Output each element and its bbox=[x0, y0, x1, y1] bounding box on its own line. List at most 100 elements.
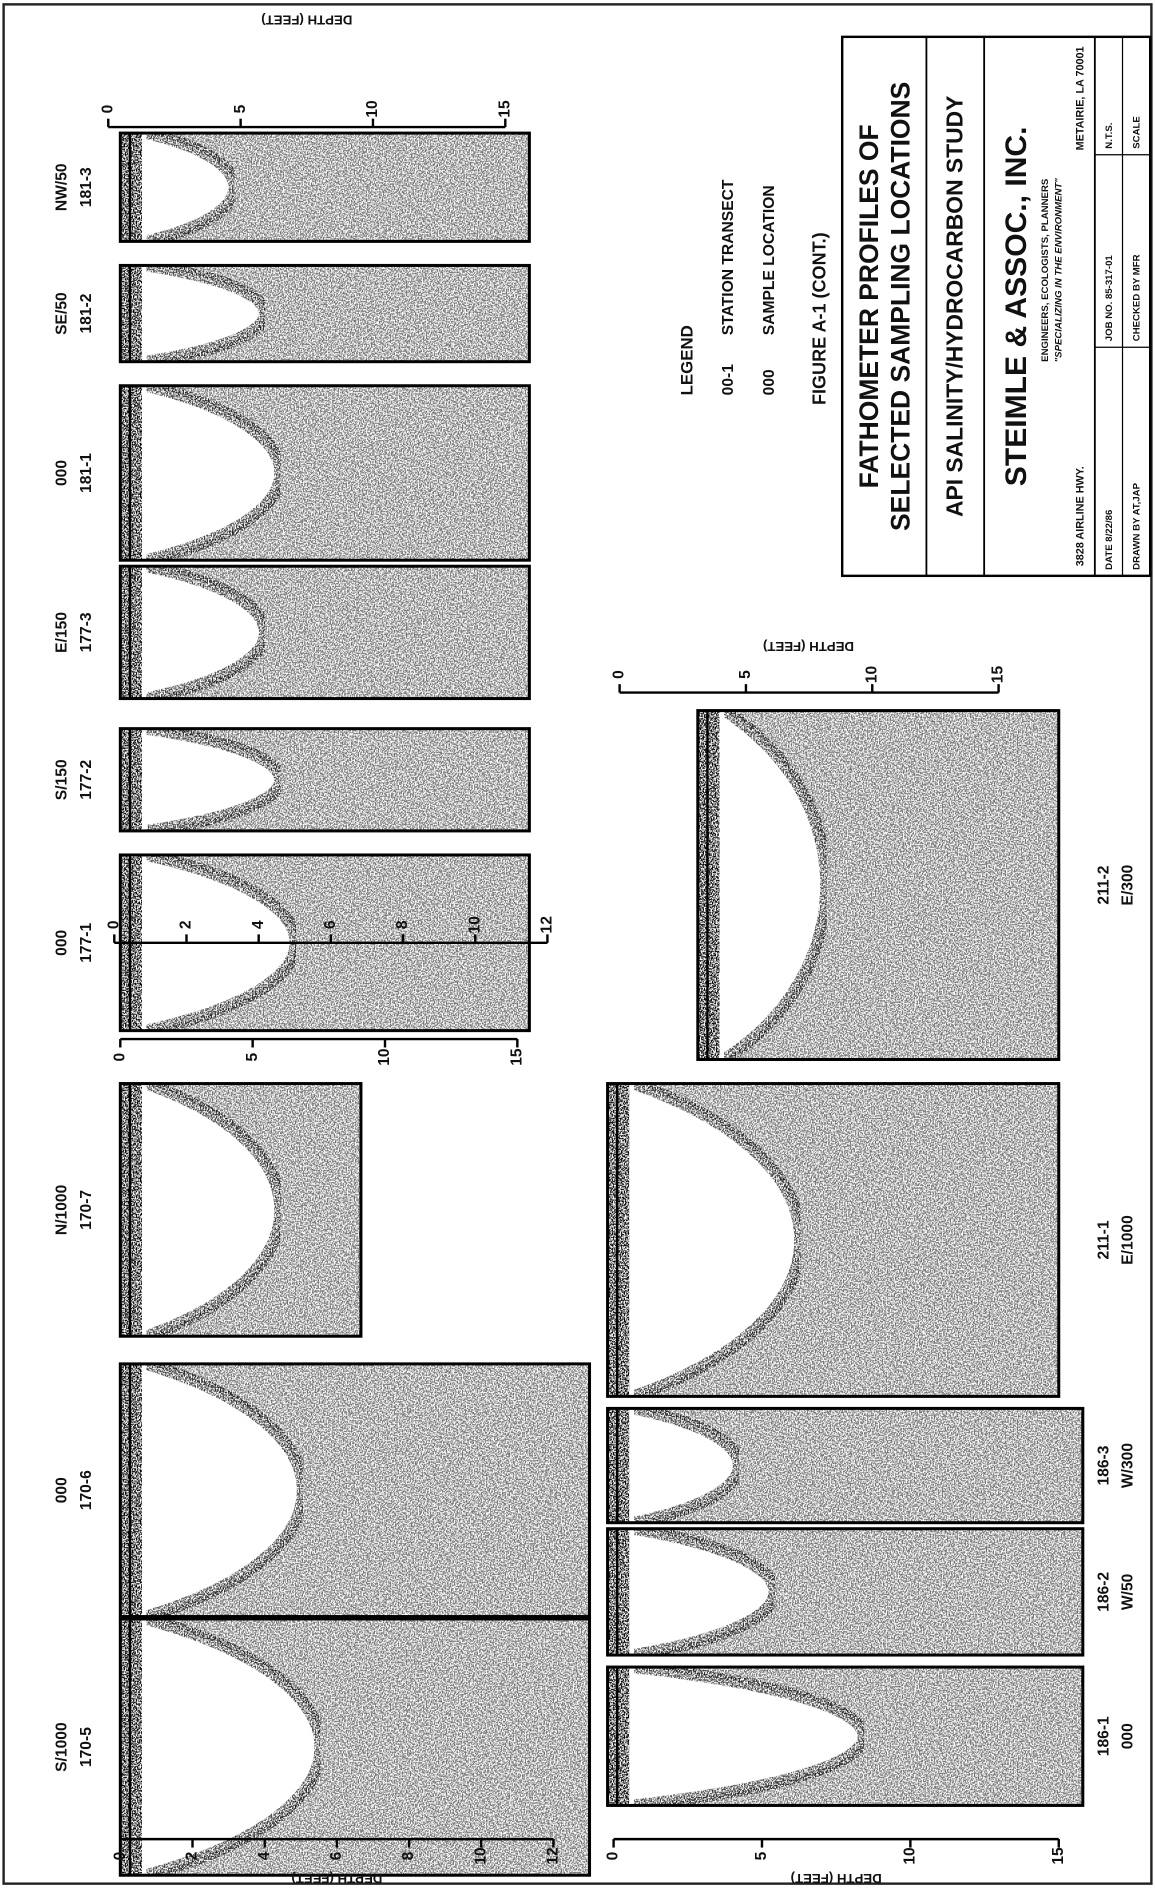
scale-title: DEPTH (FEET) bbox=[291, 1871, 382, 1886]
legend-text: STATION TRANSECT bbox=[720, 179, 737, 335]
scale-number: 12 bbox=[545, 1847, 562, 1865]
panel-frame bbox=[606, 1665, 1085, 1807]
seabed-return bbox=[146, 1083, 361, 1337]
scale-number: 0 bbox=[111, 1052, 128, 1061]
echogram bbox=[118, 1077, 363, 1342]
scale-number: 0 bbox=[611, 670, 628, 679]
panel-frame bbox=[696, 709, 1061, 1062]
echogram bbox=[118, 259, 531, 368]
sheet-title: SELECTED SAMPLING LOCATIONS bbox=[885, 82, 915, 531]
scale-number: 5 bbox=[244, 1052, 261, 1061]
scale-number: 6 bbox=[322, 920, 339, 929]
scale-title: DEPTH (FEET) bbox=[261, 12, 352, 27]
address: 3828 AIRLINE HWY. bbox=[1074, 466, 1086, 566]
seabed-contour bbox=[145, 560, 271, 705]
seabed-contour bbox=[721, 705, 833, 1065]
profile-label: NW/50 bbox=[54, 163, 71, 211]
panel-frame bbox=[606, 1406, 1085, 1525]
profile-label: 186-2 bbox=[1096, 1572, 1113, 1612]
echogram bbox=[118, 1613, 592, 1882]
profile-label: 211-1 bbox=[1096, 1220, 1113, 1259]
scale-title: DEPTH (FEET) bbox=[763, 639, 854, 654]
seabed-return bbox=[146, 728, 530, 831]
panel-frame bbox=[118, 564, 531, 701]
echogram bbox=[606, 1522, 1085, 1661]
scale-number: 6 bbox=[328, 1851, 345, 1860]
seabed-return bbox=[724, 710, 1059, 1060]
panel-frame bbox=[606, 1082, 1061, 1398]
scale-number: 2 bbox=[178, 920, 195, 929]
scale-number: 4 bbox=[250, 920, 267, 929]
profile-label: W/300 bbox=[1120, 1443, 1137, 1488]
scale-number: 0 bbox=[605, 1851, 622, 1860]
profile-label: 000 bbox=[54, 929, 71, 955]
company-motto: "SPECIALIZING IN THE ENVIRONMENT" bbox=[1053, 178, 1064, 363]
scale-number: 0 bbox=[111, 1851, 128, 1860]
company-tagline: ENGINEERS, ECOLOGISTS, PLANNERS bbox=[1040, 178, 1051, 362]
scale-number: 5 bbox=[737, 670, 754, 679]
seabed-contour bbox=[145, 379, 287, 567]
echogram bbox=[606, 1402, 1085, 1529]
scale-number: 5 bbox=[753, 1851, 770, 1860]
profile-label: S/150 bbox=[54, 759, 71, 800]
scale-number: 15 bbox=[496, 100, 513, 118]
seabed-contour bbox=[633, 1661, 870, 1812]
echogram bbox=[118, 127, 531, 248]
panel-frame bbox=[118, 1082, 363, 1338]
panel-frame bbox=[118, 384, 531, 562]
profile-label: E/300 bbox=[1120, 864, 1137, 905]
legend-symbol: 000 bbox=[761, 369, 778, 395]
echogram bbox=[118, 722, 531, 837]
panel-frame bbox=[118, 1617, 592, 1877]
title-block-cell: SCALE bbox=[1132, 116, 1143, 149]
profile-label: 186-3 bbox=[1096, 1445, 1113, 1485]
seabed-return bbox=[146, 1363, 590, 1617]
seabed-contour bbox=[145, 259, 271, 368]
echogram bbox=[696, 705, 1061, 1065]
profile-label: 000 bbox=[54, 460, 71, 486]
scale-number: 10 bbox=[901, 1847, 918, 1865]
profile-label: SE/50 bbox=[54, 292, 71, 335]
seabed-return bbox=[146, 385, 530, 561]
scale-number: 0 bbox=[99, 104, 116, 113]
seabed-return bbox=[634, 1083, 1059, 1397]
company-name: STEIMLE & ASSOC., INC. bbox=[1000, 127, 1033, 487]
scale-number: 8 bbox=[400, 1851, 417, 1860]
panel-frame bbox=[606, 1527, 1085, 1657]
profile-label: 170-5 bbox=[78, 1727, 95, 1767]
title-block-cell: CHECKED BY MFR bbox=[1132, 254, 1143, 341]
echogram bbox=[606, 1661, 1085, 1812]
seabed-return bbox=[146, 1618, 590, 1876]
scale-number: 12 bbox=[539, 916, 556, 934]
scale-number: 10 bbox=[472, 1847, 489, 1865]
seabed-contour bbox=[632, 1402, 745, 1529]
profile-label: 177-3 bbox=[78, 612, 95, 652]
scale-number: 0 bbox=[105, 920, 122, 929]
profile-label: 000 bbox=[1120, 1723, 1137, 1749]
panel-frame bbox=[118, 1362, 592, 1619]
echogram bbox=[118, 560, 531, 705]
profile-label: 177-2 bbox=[78, 759, 95, 799]
scale-number: 10 bbox=[466, 916, 483, 934]
legend-text: SAMPLE LOCATION bbox=[761, 185, 778, 335]
scale-number: 10 bbox=[863, 666, 880, 684]
profile-label: 186-1 bbox=[1096, 1716, 1113, 1756]
profile-label: W/50 bbox=[1120, 1573, 1137, 1610]
seabed-return bbox=[634, 1408, 1083, 1523]
seabed-contour bbox=[145, 1358, 309, 1623]
figure-number: FIGURE A-1 (CONT.) bbox=[809, 232, 829, 405]
scale-number: 10 bbox=[376, 1048, 393, 1066]
profile-label: E/1000 bbox=[1120, 1215, 1137, 1265]
panel-frame bbox=[118, 131, 531, 243]
title-block-frame bbox=[840, 35, 1152, 578]
profile-label: 177-1 bbox=[78, 923, 95, 963]
legend-title: LEGEND bbox=[678, 325, 697, 395]
panel-frame bbox=[118, 727, 531, 833]
profile-label: 170-6 bbox=[78, 1470, 95, 1510]
scale-number: 5 bbox=[232, 104, 249, 113]
seabed-contour bbox=[144, 1077, 287, 1342]
scale-number: 15 bbox=[508, 1048, 525, 1066]
profile-label: 170-7 bbox=[78, 1190, 95, 1230]
scale-number: 2 bbox=[184, 1851, 201, 1860]
seabed-contour bbox=[632, 1077, 807, 1403]
